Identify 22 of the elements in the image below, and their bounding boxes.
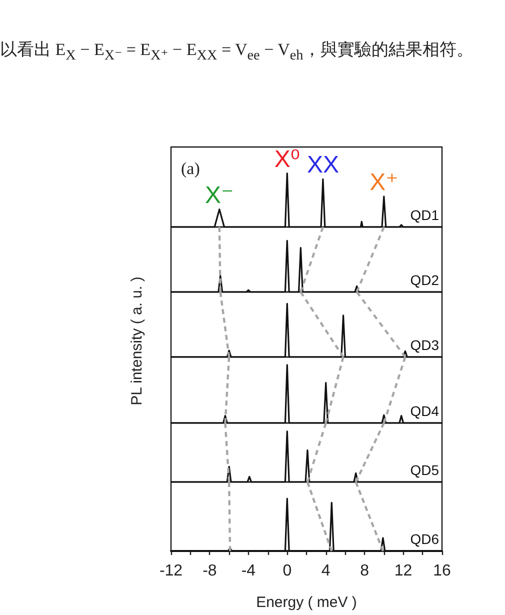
x-tick-label: 16 [433,562,451,580]
x-tick-label: -12 [159,562,183,580]
x-tick-label: 0 [282,562,292,580]
series-label: QD1 [410,207,440,223]
y-axis-title: PL intensity ( a. u. ) [128,276,146,406]
x-tick-label: 8 [360,562,370,580]
series-label: QD2 [410,272,440,288]
series-label: QD5 [410,462,440,478]
chart-title: (a) [181,159,200,178]
x-tick-label: 12 [394,562,412,580]
text: 以看出 E$_{X}$ − E$_{X⁻}$ = E$_{X⁺}$ − E$_{XX}$ = V$_{ee}$ − V$_{eh}$，與實驗的結果相符。 [0,40,474,64]
x-axis-title: Energy ( meV ) [256,594,357,611]
x-tick-label: 4 [321,562,330,580]
annotation: X⁺ [370,168,398,196]
series-label: QD3 [410,337,440,353]
annotation: X⁰ [274,146,300,173]
annotation: X⁻ [205,182,234,209]
series-label: QD6 [410,531,440,547]
series-label: QD4 [410,403,440,419]
x-tick-label: -8 [202,562,217,580]
annotation: XX [306,152,339,179]
x-tick-label: -4 [241,562,256,580]
